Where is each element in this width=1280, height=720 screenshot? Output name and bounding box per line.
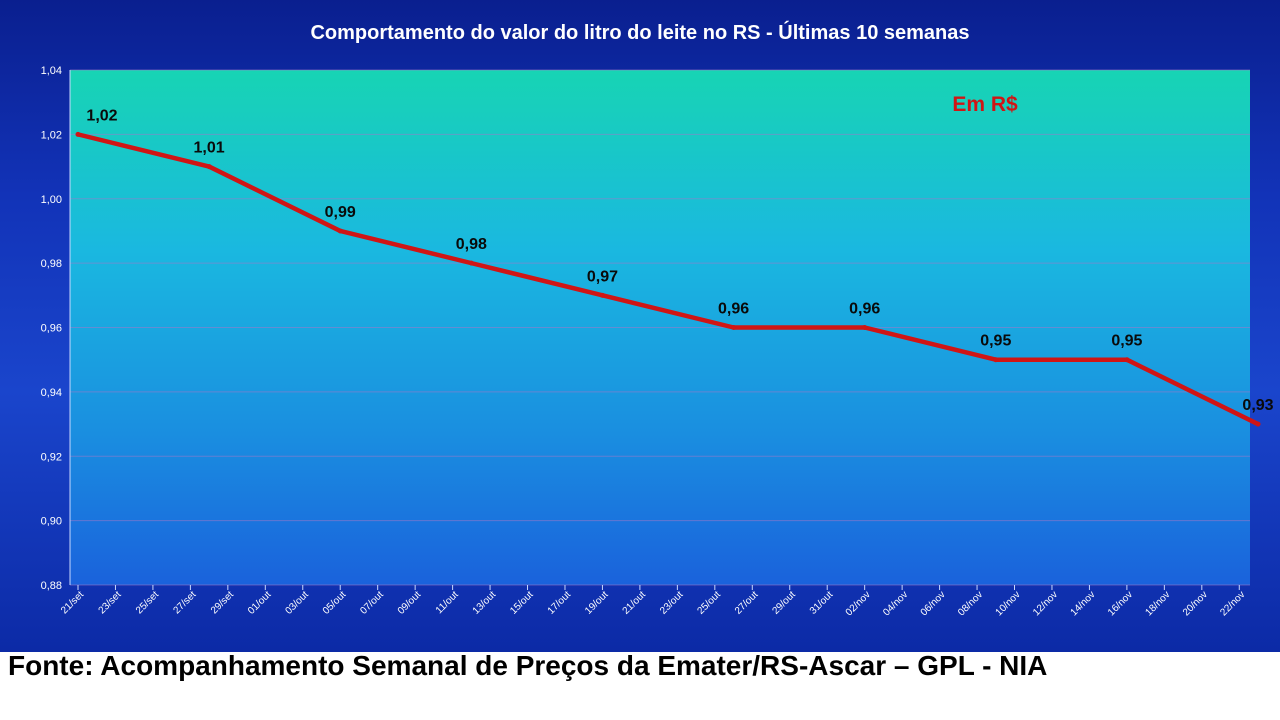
x-tick-label: 29/set [209, 589, 236, 616]
x-tick-label: 19/out [583, 589, 611, 617]
x-tick-label: 08/nov [956, 589, 985, 618]
x-tick-label: 31/out [808, 589, 836, 617]
unit-annotation: Em R$ [952, 93, 1018, 116]
chart-title: Comportamento do valor do litro do leite… [310, 20, 969, 44]
x-tick-label: 11/out [434, 589, 461, 616]
y-tick-label: 0,92 [41, 451, 62, 463]
data-point [862, 325, 868, 330]
x-tick-label: 27/set [171, 589, 198, 616]
x-tick-label: 25/set [134, 589, 161, 616]
x-tick-label: 18/nov [1143, 589, 1172, 618]
y-tick-label: 0,96 [41, 323, 62, 335]
y-tick-label: 1,04 [41, 65, 62, 77]
data-point [468, 260, 474, 266]
data-label: 1,01 [194, 140, 225, 157]
x-tick-label: 17/out [546, 589, 574, 617]
data-point [993, 357, 999, 363]
data-point [731, 325, 737, 330]
x-tick-label: 09/out [396, 589, 424, 617]
data-point [206, 164, 212, 170]
x-tick-label: 22/nov [1218, 589, 1247, 618]
y-tick-label: 1,00 [41, 194, 62, 206]
data-point [1255, 421, 1261, 427]
x-tick-label: 06/nov [919, 589, 948, 618]
x-tick-label: 13/out [471, 589, 499, 617]
x-tick-label: 20/nov [1181, 589, 1210, 618]
data-series [75, 131, 1261, 427]
data-label: 0,95 [1111, 333, 1142, 350]
x-tick-label: 02/nov [844, 589, 873, 618]
x-tick-label: 23/out [658, 589, 686, 617]
x-tick-label: 29/out [770, 589, 798, 617]
y-tick-label: 0,98 [41, 258, 62, 270]
x-tick-label: 23/set [97, 589, 124, 616]
x-tick-label: 27/out [733, 589, 761, 617]
x-tick-label: 05/out [321, 589, 349, 617]
x-tick-label: 12/nov [1031, 589, 1060, 618]
y-tick-label: 1,02 [41, 129, 62, 141]
data-label: 0,96 [718, 301, 749, 318]
x-axis-ticks: 21/set 23/set 25/set 27/set 29/set 01/out 03/o… [59, 585, 1247, 618]
x-tick-label: 03/out [283, 589, 311, 617]
y-tick-label: 0,88 [41, 580, 62, 592]
x-tick-label: 07/out [358, 589, 386, 617]
y-tick-label: 0,90 [41, 516, 62, 528]
data-label: 1,02 [86, 107, 117, 124]
data-label: 0,98 [456, 236, 487, 253]
y-axis-ticks: 1,04 1,02 1,00 0,98 0,96 0,94 0,92 0,90 0,88 [41, 65, 62, 592]
x-tick-label: 15/out [508, 589, 536, 617]
data-labels: 1,02 1,01 0,99 0,98 0,97 0,96 0,96 0,95 0,95 0,93 [86, 107, 1273, 414]
x-tick-label: 14/nov [1069, 589, 1098, 618]
data-label: 0,95 [980, 333, 1011, 350]
data-point [337, 228, 343, 234]
x-tick-label: 21/out [621, 589, 649, 617]
x-tick-label: 10/nov [994, 589, 1023, 618]
data-point [75, 131, 81, 137]
line-chart: Comportamento do valor do litro do leite… [41, 20, 1274, 618]
data-label: 0,99 [325, 204, 356, 221]
data-label: 0,97 [587, 268, 618, 285]
source-note: Fonte: Acompanhamento Semanal de Preços … [8, 650, 1048, 681]
series-line [75, 132, 1261, 427]
x-tick-label: 21/set [59, 589, 86, 616]
data-point [1124, 357, 1130, 363]
data-label: 0,96 [849, 301, 880, 318]
x-tick-label: 01/out [246, 589, 274, 617]
x-tick-label: 25/out [696, 589, 724, 617]
data-label: 0,93 [1242, 397, 1273, 414]
gridlines [69, 69, 1250, 586]
x-tick-label: 04/nov [881, 589, 910, 618]
x-tick-label: 16/nov [1106, 589, 1135, 618]
y-tick-label: 0,94 [41, 387, 62, 399]
chart-panel: Comportamento do valor do litro do leite… [0, 0, 1280, 652]
data-point [599, 292, 605, 298]
